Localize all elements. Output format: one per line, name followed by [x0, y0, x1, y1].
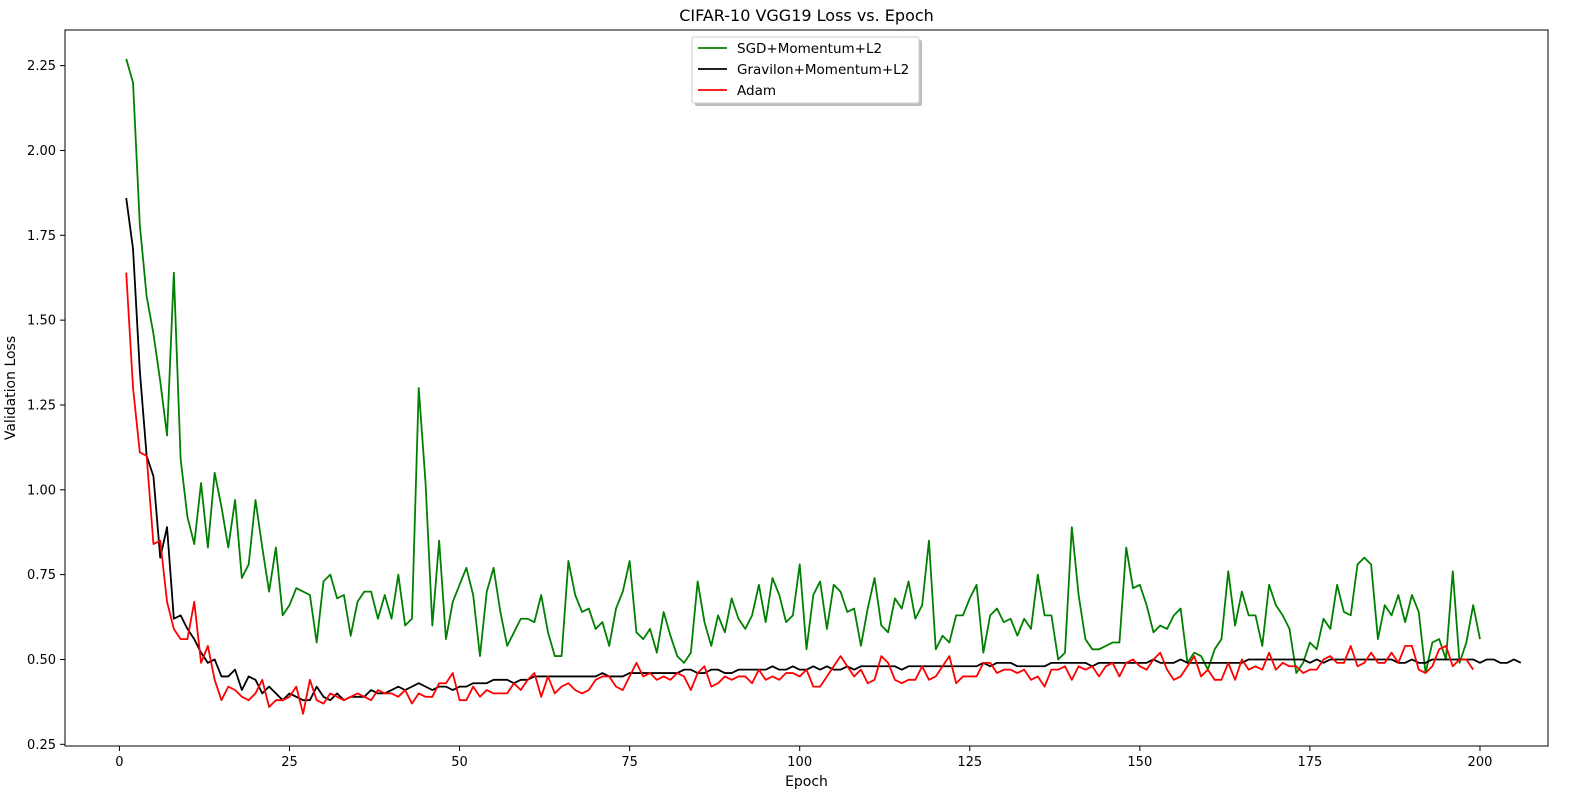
legend-label: Adam [737, 83, 776, 99]
y-axis-title: Validation Loss [3, 336, 19, 440]
x-axis-title: Epoch [785, 774, 828, 790]
y-axis-ticks: 0.25 0.50 0.75 1.00 1.25 1.50 1.75 2.00 2.25 [27, 59, 65, 753]
legend-box [691, 36, 920, 104]
x-tick-label: 200 [1468, 755, 1493, 770]
x-tick-label: 100 [787, 755, 812, 770]
y-tick-label: 0.50 [27, 653, 56, 668]
chart-title: CIFAR-10 VGG19 Loss vs. Epoch [679, 6, 934, 25]
series-layer [125, 58, 1522, 715]
legend-label: SGD+Momentum+L2 [737, 41, 882, 57]
series-line-0 [125, 58, 1481, 674]
x-tick-label: 125 [957, 755, 982, 770]
legend: SGD+Momentum+L2 Gravilon+Momentum+L2 Adam [691, 36, 922, 106]
x-axis-ticks: 0 25 50 75 100 125 150 175 200 [115, 746, 1492, 770]
y-tick-label: 1.75 [27, 229, 56, 244]
y-tick-label: 2.25 [27, 59, 56, 74]
x-tick-label: 175 [1297, 755, 1322, 770]
x-tick-label: 0 [115, 755, 123, 770]
y-tick-label: 0.75 [27, 568, 56, 583]
legend-label: Gravilon+Momentum+L2 [737, 62, 909, 78]
y-tick-label: 1.50 [27, 314, 56, 329]
y-tick-label: 1.00 [27, 483, 56, 498]
x-tick-label: 50 [451, 755, 468, 770]
plot-frame [64, 29, 1549, 747]
y-tick-label: 2.00 [27, 144, 56, 159]
series-line-2 [125, 272, 1474, 715]
x-tick-label: 25 [281, 755, 298, 770]
x-tick-label: 75 [621, 755, 638, 770]
y-tick-label: 0.25 [27, 738, 56, 753]
legend-entries: SGD+Momentum+L2 Gravilon+Momentum+L2 Adam [698, 41, 909, 99]
series-line-1 [125, 197, 1522, 702]
y-tick-label: 1.25 [27, 398, 56, 413]
x-tick-label: 150 [1127, 755, 1152, 770]
plot-area [65, 30, 1548, 746]
